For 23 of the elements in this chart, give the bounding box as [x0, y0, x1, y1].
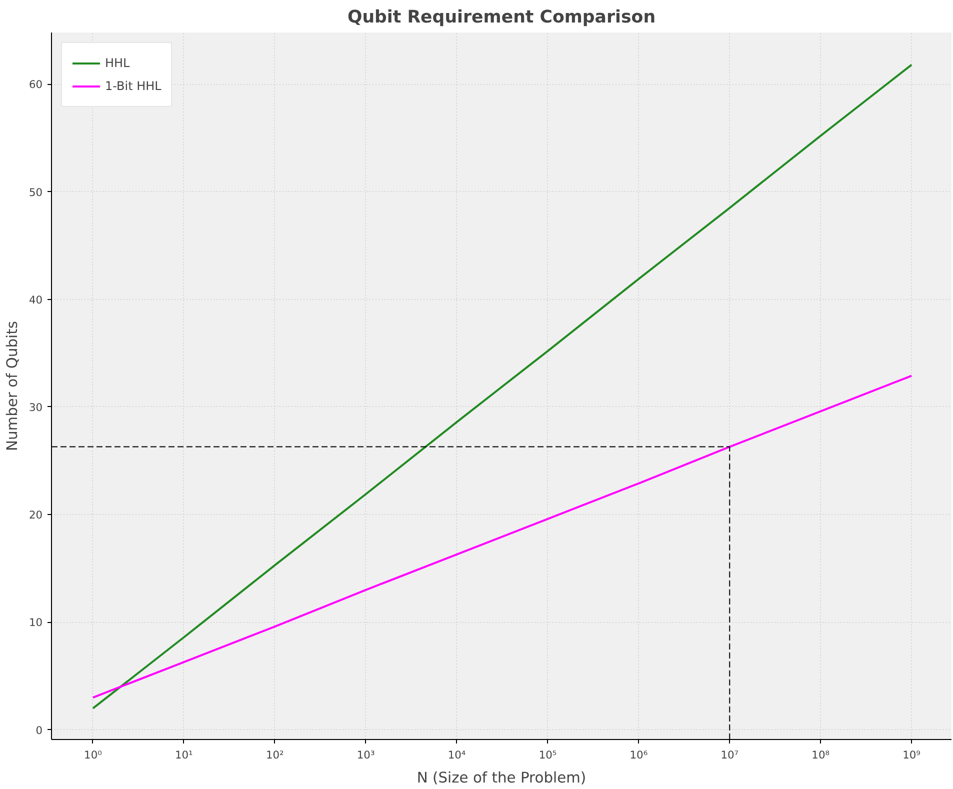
y-tick-label: 60: [28, 78, 43, 92]
x-tick-label: 10⁴: [448, 748, 466, 762]
y-tick-label: 0: [36, 724, 43, 737]
legend-label: 1-Bit HHL: [105, 79, 162, 93]
x-tick-label: 10⁶: [630, 748, 648, 762]
x-tick-label: 10⁵: [538, 748, 557, 762]
y-tick-label: 50: [28, 186, 43, 199]
x-axis-title: N (Size of the Problem): [416, 770, 586, 786]
line-series: [92, 374, 913, 699]
y-tick-label: 30: [28, 400, 43, 414]
x-tick-label: 10¹: [175, 748, 193, 762]
y-tick-label: 10: [28, 616, 43, 630]
x-tick-label: 10⁰: [84, 748, 102, 762]
y-tick-label: 20: [28, 508, 43, 522]
y-axis-title: Number of Qubits: [4, 321, 21, 451]
x-tick-label: 10⁷: [720, 748, 739, 762]
chart-title: Qubit Requirement Comparison: [347, 8, 656, 28]
legend-label: HHL: [105, 56, 130, 70]
y-tick-label: 40: [28, 293, 43, 306]
x-tick-label: 10²: [266, 748, 284, 762]
x-tick-label: 10⁸: [812, 748, 830, 762]
x-tick-label: 10³: [356, 748, 375, 762]
x-tick-label: 10⁹: [902, 748, 920, 762]
